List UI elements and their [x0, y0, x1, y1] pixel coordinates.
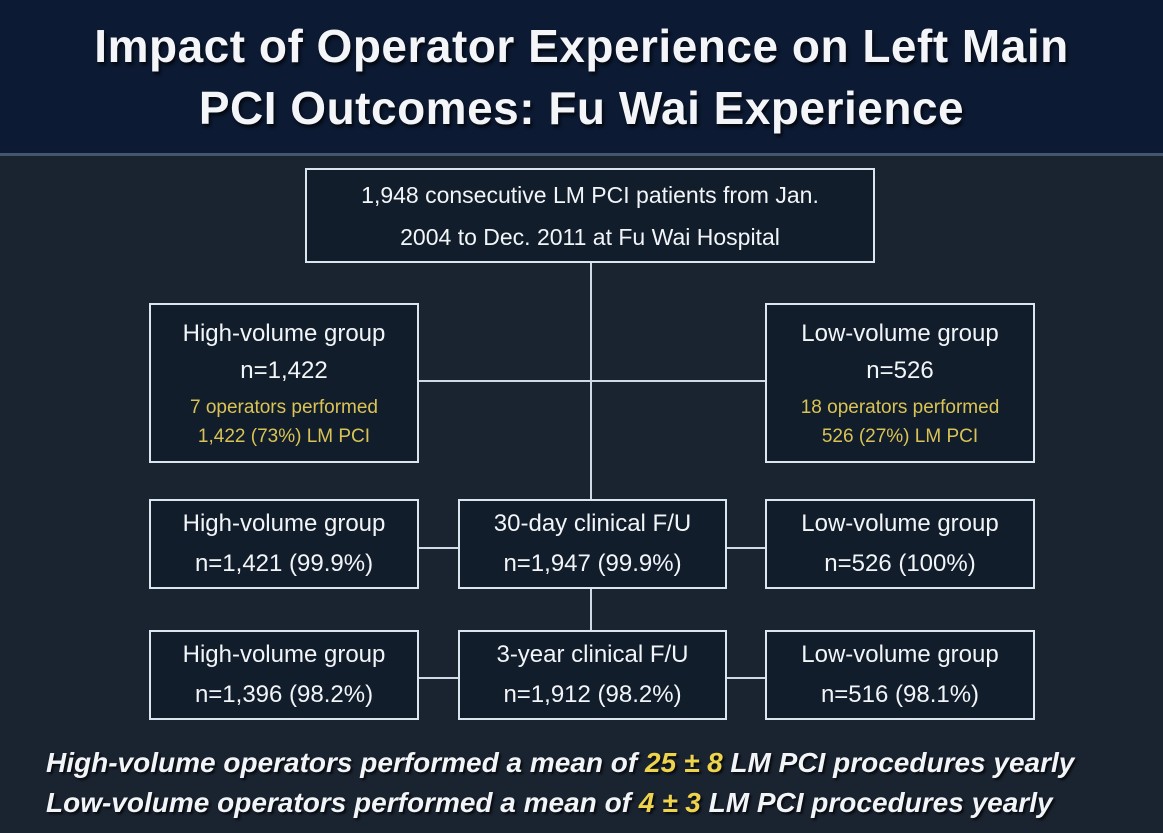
patients-box-line1: 1,948 consecutive LM PCI patients from J…: [361, 181, 819, 208]
low-volume-30day-box: Low-volume group n=526 (100%): [765, 499, 1035, 589]
box-title: High-volume group: [182, 320, 386, 347]
box-n: n=1,947 (99.9%): [503, 550, 682, 577]
box-title: Low-volume group: [801, 510, 999, 537]
footnote-value: 25 ± 8: [645, 747, 723, 778]
connector-vertical-followup: [590, 589, 592, 630]
connector-30day-left: [417, 547, 460, 549]
footnote-prefix: Low-volume operators performed a mean of: [46, 787, 639, 818]
box-title: High-volume group: [182, 641, 386, 668]
box-title: 3-year clinical F/U: [496, 641, 689, 668]
box-title: Low-volume group: [801, 320, 999, 347]
footnote-value: 4 ± 3: [638, 787, 701, 818]
slide-title-line2: PCI Outcomes: Fu Wai Experience: [198, 81, 965, 134]
box-title: High-volume group: [182, 510, 386, 537]
patients-box: 1,948 consecutive LM PCI patients from J…: [305, 168, 875, 263]
footnote-high-volume: High-volume operators performed a mean o…: [46, 746, 1074, 780]
followup-3year-box: 3-year clinical F/U n=1,912 (98.2%): [458, 630, 727, 720]
connector-30day-right: [725, 547, 767, 549]
box-n: n=1,422: [240, 357, 328, 384]
footnote-prefix: High-volume operators performed a mean o…: [46, 747, 645, 778]
high-volume-group-box: High-volume group n=1,422 7 operators pe…: [149, 303, 419, 463]
footnote-suffix: LM PCI procedures yearly: [722, 747, 1075, 778]
connector-3year-left: [417, 677, 460, 679]
box-detail: 526 (27%) LM PCI: [821, 426, 979, 447]
footnote-suffix: LM PCI procedures yearly: [700, 787, 1053, 818]
box-detail: 1,422 (73%) LM PCI: [197, 426, 371, 447]
box-detail: 7 operators performed: [190, 397, 378, 418]
box-n: n=1,396 (98.2%): [194, 681, 374, 708]
connector-3year-right: [725, 677, 767, 679]
box-n: n=526 (100%): [824, 550, 976, 577]
box-title: 30-day clinical F/U: [493, 510, 692, 537]
low-volume-group-box: Low-volume group n=526 18 operators perf…: [765, 303, 1035, 463]
title-band: Impact of Operator Experience on Left Ma…: [0, 0, 1163, 156]
box-title: Low-volume group: [801, 641, 999, 668]
patients-box-line2: 2004 to Dec. 2011 at Fu Wai Hospital: [400, 223, 780, 250]
box-n: n=1,912 (98.2%): [503, 681, 682, 708]
slide-title-line1: Impact of Operator Experience on Left Ma…: [94, 19, 1069, 72]
connector-horizontal-enrollment: [419, 380, 765, 382]
box-n: n=526: [866, 357, 934, 384]
box-n: n=516 (98.1%): [820, 681, 980, 708]
high-volume-3year-box: High-volume group n=1,396 (98.2%): [149, 630, 419, 720]
followup-30day-box: 30-day clinical F/U n=1,947 (99.9%): [458, 499, 727, 589]
slide-title: Impact of Operator Experience on Left Ma…: [94, 15, 1068, 139]
box-n: n=1,421 (99.9%): [194, 550, 374, 577]
footnote-low-volume: Low-volume operators performed a mean of…: [46, 786, 1053, 820]
high-volume-30day-box: High-volume group n=1,421 (99.9%): [149, 499, 419, 589]
box-detail: 18 operators performed: [800, 397, 1000, 418]
low-volume-3year-box: Low-volume group n=516 (98.1%): [765, 630, 1035, 720]
